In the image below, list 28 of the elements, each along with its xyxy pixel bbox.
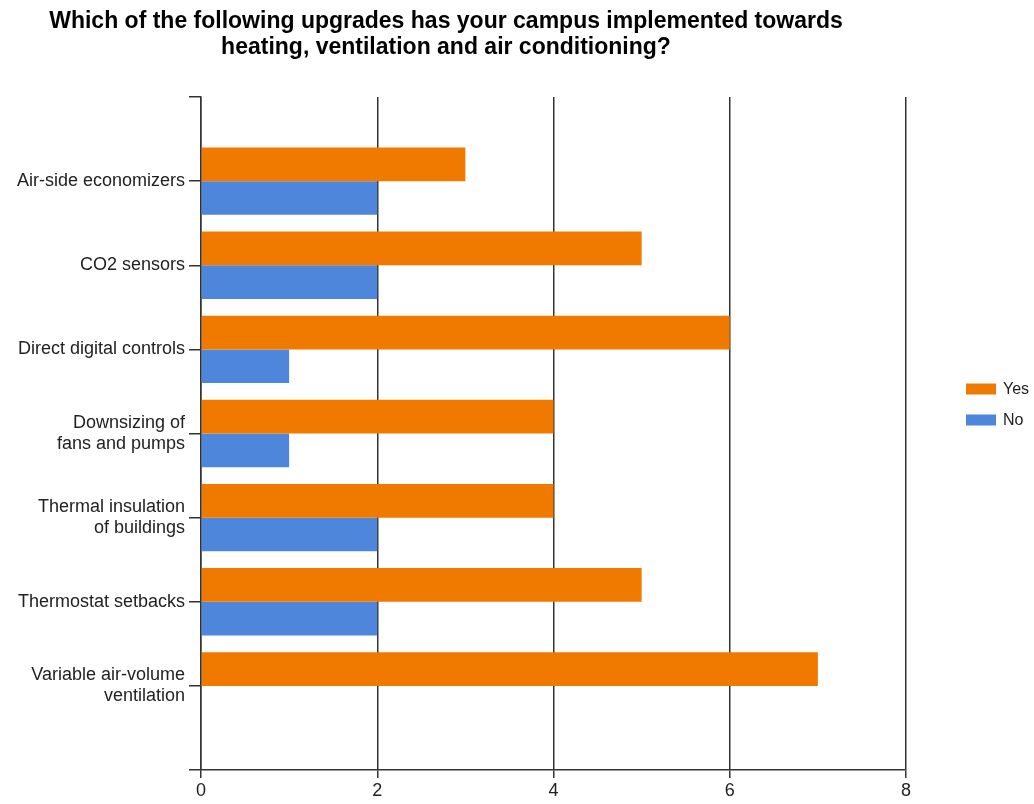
bar: [201, 147, 466, 182]
chart-title: Which of the following upgrades has your campus implemented towards heating, ventilation and air conditioning?: [48, 7, 844, 59]
y-tick-label: Direct digital controls: [17, 338, 185, 359]
bar: [201, 349, 290, 384]
bar: [201, 433, 290, 468]
bar: [201, 399, 554, 434]
legend-label: No: [1003, 410, 1024, 428]
bar: [201, 652, 818, 686]
x-tick-label: 8: [900, 779, 912, 800]
y-tick-label: CO2 sensors: [79, 254, 185, 275]
bar: [201, 568, 642, 602]
x-tick-label: 6: [724, 779, 735, 800]
x-tick-label: 2: [372, 779, 383, 800]
y-tick-label: Thermal insulation of buildings: [37, 496, 185, 537]
bar: [201, 601, 378, 636]
bar: [201, 483, 554, 518]
bar: [201, 181, 378, 215]
bar: [201, 231, 642, 266]
y-tick-label: Variable air-volume ventilation: [31, 664, 185, 706]
x-tick-label: 0: [195, 779, 207, 800]
bar: [201, 315, 730, 350]
bar: [201, 517, 378, 552]
y-tick-label: Downsizing of fans and pumps: [56, 412, 186, 453]
bar: [201, 265, 378, 299]
legend-label: Yes: [1003, 379, 1030, 397]
y-tick-label: Air-side economizers: [16, 170, 185, 191]
y-tick-label: Thermostat setbacks: [17, 590, 185, 611]
x-tick-label: 4: [548, 779, 559, 800]
